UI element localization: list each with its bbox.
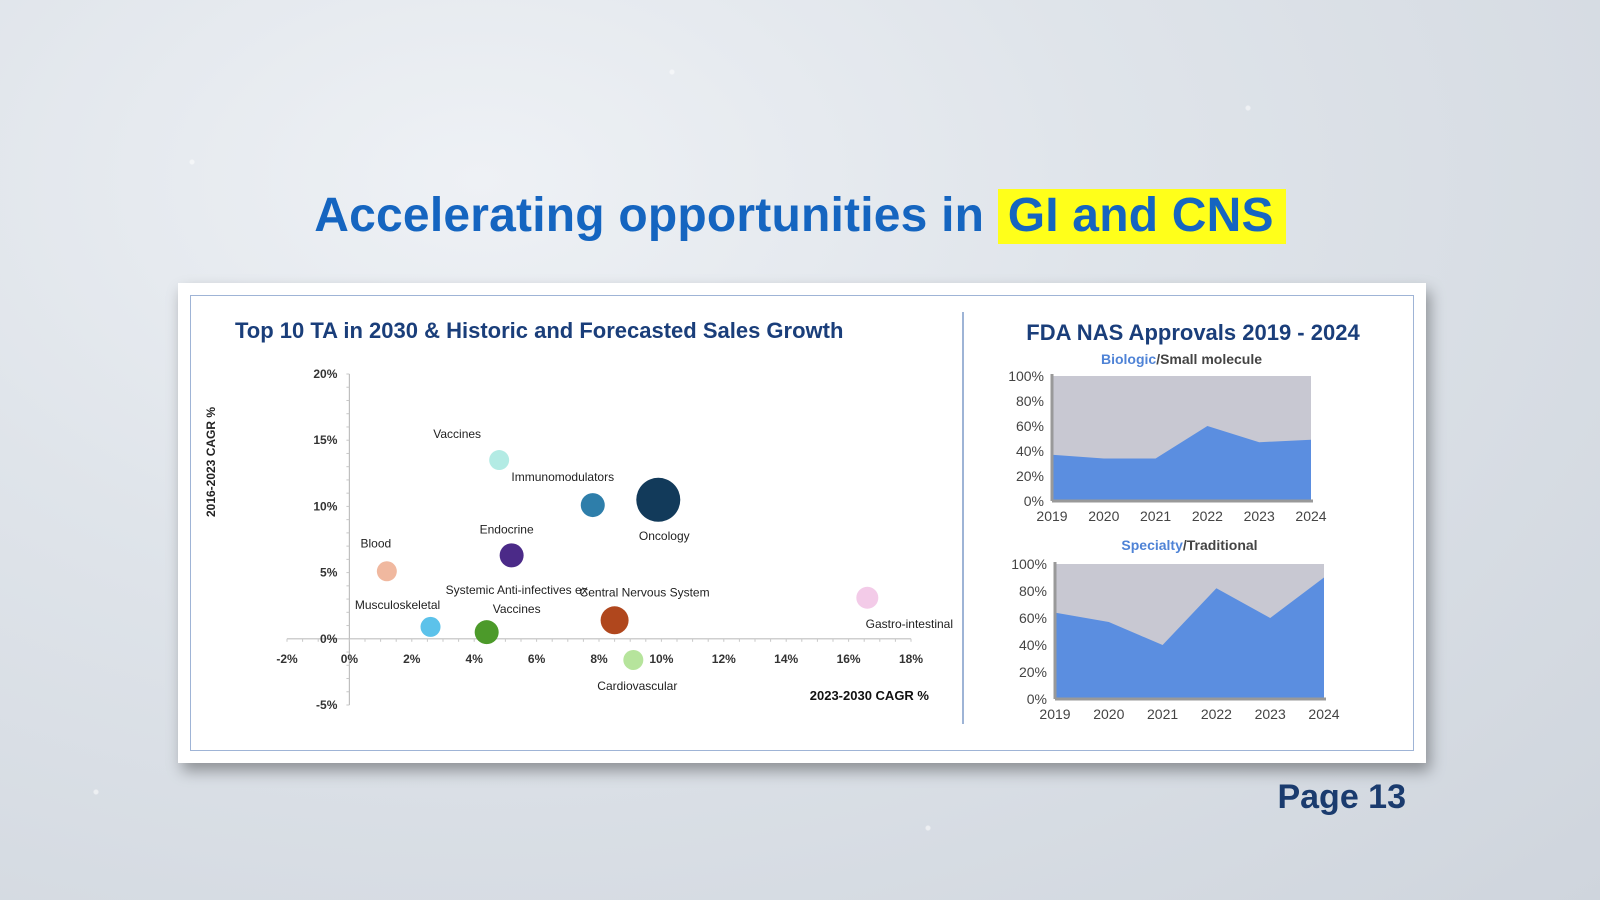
scatter-x-tick-label: 12%: [712, 652, 736, 666]
bubble-1: [580, 493, 605, 518]
slide-title: Accelerating opportunities in GI and CNS: [0, 188, 1600, 244]
area-subtitle-2: Specialty/Traditional: [1121, 537, 1257, 553]
area-subtitle-1: Biologic/Small molecule: [1101, 351, 1262, 367]
scatter-y-tick-label: 10%: [313, 499, 337, 513]
area-x-tick-2: 2021: [1147, 706, 1178, 722]
scatter-y-tick-label: 5%: [320, 566, 338, 580]
scatter-x-tick-label: -2%: [276, 652, 298, 666]
title-main: Accelerating opportunities in: [314, 189, 998, 242]
bubble-5: [420, 616, 441, 637]
bubble-9: [856, 586, 879, 609]
scatter-x-tick-label: 18%: [899, 652, 923, 666]
area-y-tick-2: 40%: [1019, 637, 1047, 653]
scatter-x-tick-label: 10%: [649, 652, 673, 666]
area-x-tick-1: 2023: [1244, 508, 1275, 524]
area-y-tick-2: 80%: [1019, 583, 1047, 599]
scatter-y-axis-label: 2016-2023 CAGR %: [204, 407, 218, 517]
scatter-y-tick-label: 20%: [313, 367, 337, 381]
scatter-x-tick-label: 14%: [774, 652, 798, 666]
scatter-y-tick-label: 0%: [320, 632, 338, 646]
area-x-tick-1: 2021: [1140, 508, 1171, 524]
bubble-7: [600, 606, 629, 635]
bubble-3: [499, 543, 524, 568]
area-y-tick-1: 40%: [1016, 443, 1044, 459]
bubble-2: [636, 477, 681, 522]
bubble-label-3: Endocrine: [480, 522, 534, 536]
area-y-tick-2: 100%: [1011, 556, 1047, 572]
area-y-tick-1: 100%: [1008, 368, 1044, 384]
bubble-label-7: Central Nervous System: [580, 585, 710, 599]
area-x-tick-1: 2020: [1088, 508, 1119, 524]
bubble-label-5: Musculoskeletal: [355, 598, 440, 612]
area-x-tick-2: 2020: [1093, 706, 1124, 722]
bubble-label-8: Cardiovascular: [597, 679, 677, 693]
bubble-0: [489, 450, 510, 471]
bubble-label-0: Vaccines: [433, 427, 481, 441]
bubble-label-1: Immunomodulators: [511, 470, 614, 484]
area-x-tick-2: 2024: [1308, 706, 1339, 722]
area-x-tick-2: 2019: [1039, 706, 1070, 722]
scatter-title: Top 10 TA in 2030 & Historic and Forecas…: [235, 318, 843, 343]
bubble-label-4: Blood: [360, 536, 391, 550]
bubble-8: [623, 649, 644, 670]
charts-svg: Top 10 TA in 2030 & Historic and Forecas…: [204, 312, 1360, 724]
bubble-label-2: Oncology: [639, 529, 690, 543]
scatter-x-axis-label: 2023-2030 CAGR %: [810, 688, 930, 703]
area-fill-2: [1055, 577, 1324, 699]
scatter-x-tick-label: 16%: [837, 652, 861, 666]
scatter-x-tick-label: 8%: [590, 652, 608, 666]
area-y-tick-1: 60%: [1016, 418, 1044, 434]
area-x-tick-2: 2023: [1255, 706, 1286, 722]
scatter-y-tick-label: -5%: [316, 698, 338, 712]
chart-card-border: Top 10 TA in 2030 & Historic and Forecas…: [190, 295, 1414, 751]
area-x-tick-1: 2019: [1036, 508, 1067, 524]
area-y-tick-1: 20%: [1016, 468, 1044, 484]
area-y-tick-2: 60%: [1019, 610, 1047, 626]
bubble-6: [474, 620, 499, 645]
area-y-tick-2: 0%: [1027, 691, 1047, 707]
chart-card: Top 10 TA in 2030 & Historic and Forecas…: [178, 283, 1426, 763]
bubble-4: [376, 561, 397, 582]
area-y-tick-2: 20%: [1019, 664, 1047, 680]
scatter-x-tick-label: 2%: [403, 652, 421, 666]
scatter-x-tick-label: 0%: [341, 652, 359, 666]
scatter-y-tick-label: 15%: [313, 433, 337, 447]
area-x-tick-2: 2022: [1201, 706, 1232, 722]
bubble-label-6: Systemic Anti-infectives ex Vaccines: [446, 583, 588, 616]
area-fill-1: [1052, 426, 1311, 501]
scatter-x-tick-label: 6%: [528, 652, 546, 666]
area-y-tick-1: 80%: [1016, 393, 1044, 409]
page-number: Page 13: [1277, 778, 1406, 816]
bubble-label-9: Gastro-intestinal: [866, 617, 953, 631]
area-x-tick-1: 2022: [1192, 508, 1223, 524]
area-y-tick-1: 0%: [1024, 493, 1044, 509]
title-highlight: GI and CNS: [997, 189, 1286, 244]
area-x-tick-1: 2024: [1295, 508, 1326, 524]
area-panel-title: FDA NAS Approvals 2019 - 2024: [1026, 320, 1360, 345]
scatter-x-tick-label: 4%: [466, 652, 484, 666]
